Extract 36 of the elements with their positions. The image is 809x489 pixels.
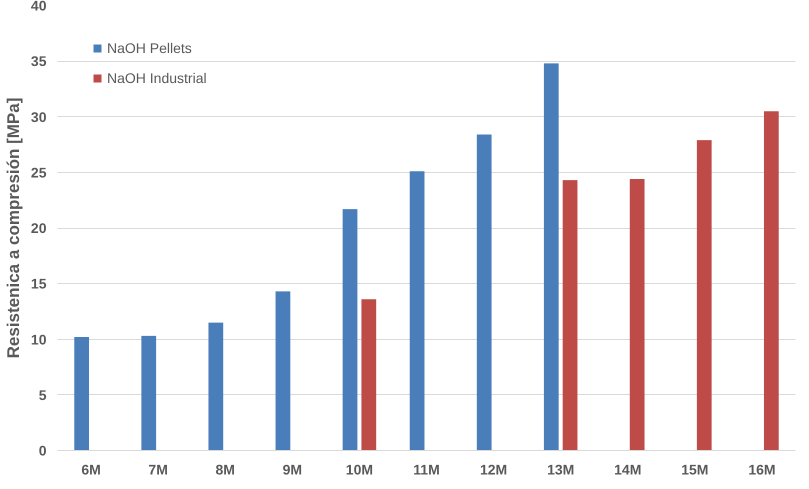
bar (361, 299, 376, 450)
bar (562, 180, 578, 450)
bar (696, 140, 712, 450)
y-tick-label: 5 (38, 386, 47, 403)
x-tick-label: 11M (413, 462, 440, 478)
y-tick-label: 0 (38, 442, 47, 458)
bar (630, 179, 645, 450)
bar (764, 111, 779, 450)
x-tick-label: 6M (81, 462, 101, 478)
x-tick-label: 9M (282, 462, 302, 478)
y-tick-label: 15 (30, 276, 47, 292)
bar (276, 291, 290, 450)
y-axis-title: Resistenica a compresión [MPa] (4, 98, 23, 358)
x-tick-label: 15M (681, 462, 708, 478)
x-tick-label: 10M (346, 462, 374, 478)
bar (476, 134, 492, 450)
x-tick-label: 13M (547, 462, 574, 478)
x-tick-label: 8M (216, 462, 235, 478)
y-tick-label: 35 (30, 53, 47, 70)
legend-label: NaOH Pellets (107, 40, 192, 56)
x-tick-label: 16M (748, 462, 776, 478)
bar (342, 209, 358, 450)
bar (208, 322, 224, 450)
y-tick-label: 40 (30, 0, 47, 14)
y-tick-label: 30 (30, 108, 47, 125)
x-tick-label: 14M (614, 462, 642, 478)
x-tick-label: 12M (480, 462, 508, 478)
y-tick-label: 10 (30, 331, 47, 348)
y-tick-label: 25 (30, 164, 47, 180)
legend-label: NaOH Industrial (107, 70, 207, 86)
x-tick-label: 7M (148, 462, 168, 478)
bar (74, 337, 90, 450)
y-tick-label: 20 (30, 220, 47, 236)
bar (141, 336, 156, 450)
bar (544, 63, 559, 450)
bar (410, 171, 424, 450)
